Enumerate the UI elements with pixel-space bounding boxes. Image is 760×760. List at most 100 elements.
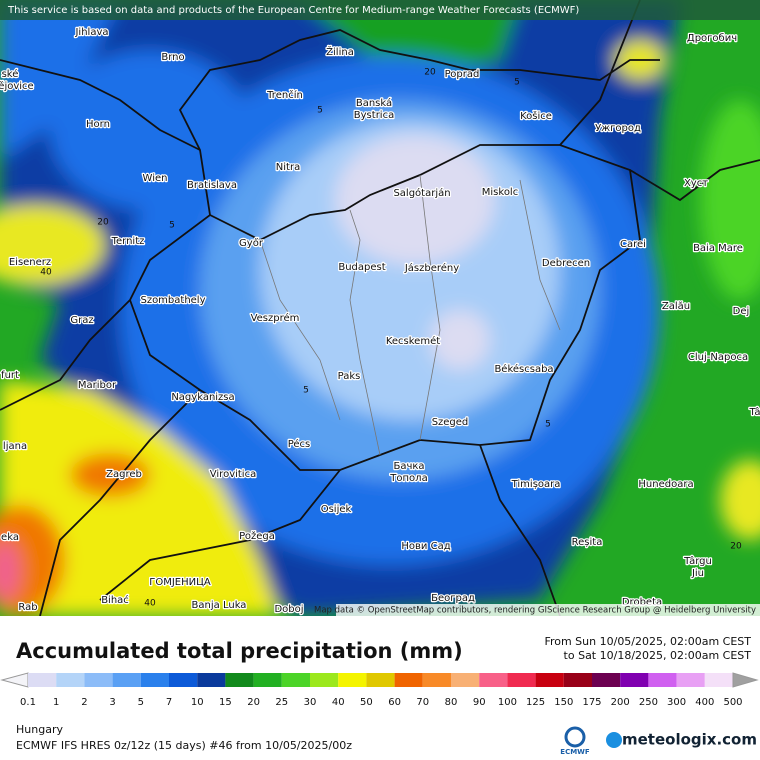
place-label: Trenčín xyxy=(266,89,303,101)
legend-swatch xyxy=(197,673,226,687)
legend-label: 300 xyxy=(667,697,686,708)
country-border xyxy=(629,159,760,202)
legend-swatch xyxy=(366,673,395,687)
region-border xyxy=(259,239,341,421)
legend-label: 1 xyxy=(53,697,59,708)
field-30 xyxy=(0,205,105,285)
field-80 xyxy=(0,540,20,600)
country-border xyxy=(0,59,201,151)
region-border xyxy=(419,174,441,441)
place-label: Ужгород xyxy=(595,123,641,134)
place-label: Miskolc xyxy=(482,187,518,198)
attribution-bar xyxy=(0,0,760,20)
place-label: Žilina xyxy=(326,45,354,58)
place-label: Banja Luka xyxy=(192,600,247,611)
map-credit: Map data © OpenStreetMap contributors, r… xyxy=(314,606,756,616)
attribution: This service is based on data and produc… xyxy=(7,5,579,16)
legend-swatch xyxy=(169,673,198,687)
country-border xyxy=(99,469,341,601)
legend-swatch xyxy=(281,673,310,687)
country-border xyxy=(559,0,641,146)
legend-label: 5 xyxy=(138,697,144,708)
place-label: Wien xyxy=(143,173,168,184)
place-label: Хуст xyxy=(684,178,708,189)
country-border xyxy=(39,389,201,616)
legend-swatch xyxy=(225,673,254,687)
legend-label: 20 xyxy=(247,697,260,708)
legend-label: 500 xyxy=(723,697,742,708)
field-25 xyxy=(700,100,760,300)
region-border xyxy=(519,179,561,331)
legend-arrow xyxy=(0,672,29,688)
ecmwf-icon xyxy=(564,726,586,748)
legend-label: 50 xyxy=(360,697,373,708)
legend-label: 15 xyxy=(219,697,232,708)
contour-label: 40 xyxy=(40,268,52,278)
place-label: Cluj-Napoca xyxy=(688,352,748,363)
contour-label: 5 xyxy=(545,420,551,430)
place-label: Nitra xyxy=(276,162,300,173)
legend-label: 70 xyxy=(416,697,429,708)
country-border xyxy=(0,299,131,411)
place-label: ГОМЈЕНИЦА xyxy=(149,577,211,588)
legend-label: 175 xyxy=(582,697,601,708)
place-label: Београд xyxy=(431,593,475,604)
legend-label: 0.1 xyxy=(20,697,36,708)
contour-labels: 20 40 5 5 5 5 20 20 40 5 xyxy=(40,68,742,609)
place-label: Szombathely xyxy=(140,295,205,306)
legend-label: 80 xyxy=(445,697,458,708)
contour-label: 20 xyxy=(97,218,109,228)
contour-label: 5 xyxy=(317,106,323,116)
precip-field xyxy=(0,0,760,616)
place-labels: Jihlava Brno Žilina Poprad Дрогобич skéějovic… xyxy=(0,26,760,616)
place-label: Bratislava xyxy=(187,180,237,191)
place-label: eka xyxy=(1,532,19,543)
legend-swatch xyxy=(310,673,339,687)
legend: 0.1 1 2 3 5 7 10 15 20 25 30 40 50 60 70 80 90 100 125 150 1… xyxy=(0,672,759,708)
map: Jihlava Brno Žilina Poprad Дрогобич skéějovic… xyxy=(0,0,760,616)
place-label: Ternitz xyxy=(111,236,145,247)
legend-swatch xyxy=(84,673,113,687)
legend-label: 3 xyxy=(109,697,115,708)
place-label: Hunedoara xyxy=(638,479,693,490)
place-label: Győr xyxy=(239,237,264,249)
legend-swatch xyxy=(140,673,169,687)
place-label: Dej xyxy=(733,306,750,317)
legend-label: 100 xyxy=(498,697,517,708)
legend-swatch xyxy=(535,673,564,687)
place-label: Veszprém xyxy=(251,312,300,324)
legend-label: 125 xyxy=(526,697,545,708)
place-label: Rab xyxy=(18,602,37,613)
ecmwf-logo: ECMWF xyxy=(560,726,590,756)
legend-swatch xyxy=(422,673,451,687)
field-40 xyxy=(0,380,280,616)
place-label: furt xyxy=(1,370,19,381)
place-label: Horn xyxy=(86,119,110,130)
place-label: Zagreb xyxy=(106,469,142,480)
place-label: Osijek xyxy=(321,504,352,515)
place-label: ské xyxy=(2,68,19,80)
meteologix-text[interactable]: meteologix.com xyxy=(622,731,757,749)
place-label: Debrecen xyxy=(542,258,590,269)
field-1 xyxy=(430,310,490,370)
place-label: Zalău xyxy=(662,301,690,312)
place-label: Bihać xyxy=(101,594,129,606)
place-label: Дрогобич xyxy=(687,33,737,44)
title: Accumulated total precipitation (mm) xyxy=(16,639,463,663)
place-label: Szeged xyxy=(432,417,469,428)
contour-label: 5 xyxy=(303,386,309,396)
place-label: Nagykanizsa xyxy=(171,392,234,403)
legend-label: 2 xyxy=(81,697,87,708)
field-30 xyxy=(720,460,760,540)
legend-label: 200 xyxy=(611,697,630,708)
legend-label: 25 xyxy=(275,697,288,708)
place-label: Tâ xyxy=(748,406,760,418)
meteologix-logo[interactable]: meteologix.com xyxy=(606,731,757,749)
legend-swatch xyxy=(507,673,536,687)
field-7 xyxy=(0,0,120,160)
contour-label: 20 xyxy=(424,68,436,78)
legend-swatch xyxy=(28,673,57,687)
place-label: Virovitica xyxy=(210,469,256,480)
legend-swatch xyxy=(394,673,423,687)
place-label: Târgu xyxy=(683,555,712,567)
